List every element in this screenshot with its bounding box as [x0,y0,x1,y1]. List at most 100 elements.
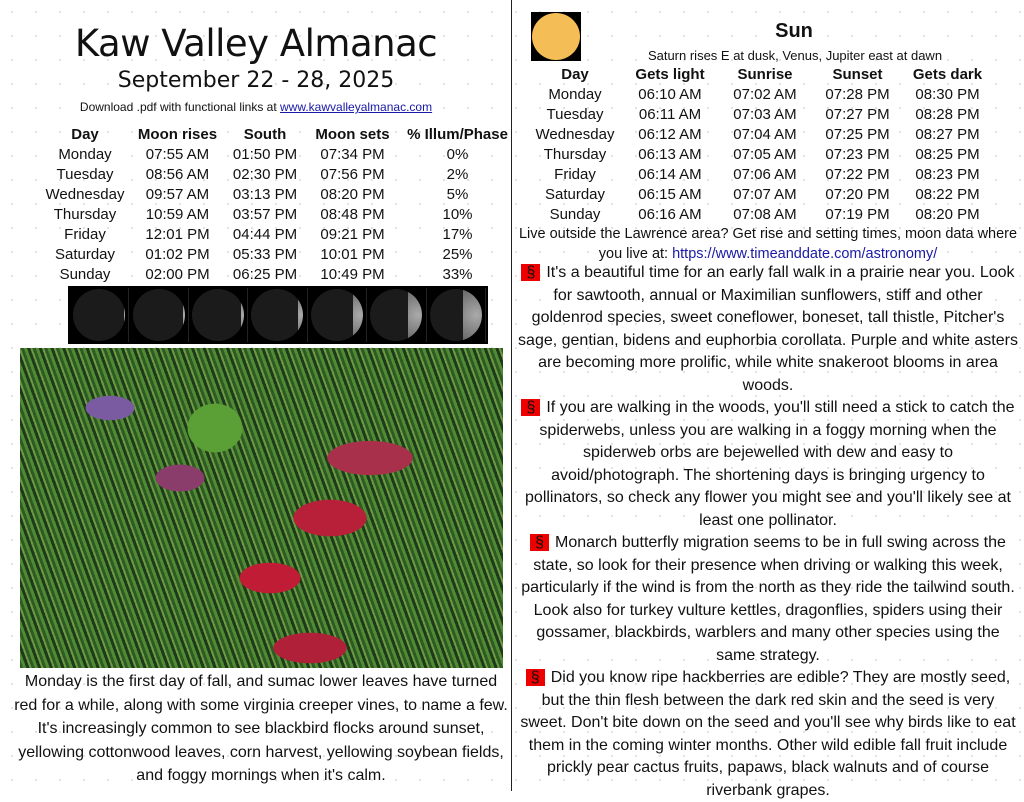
moon-phase-image [70,288,130,342]
note-text: Did you know ripe hackberries are edible… [520,669,1016,799]
moon-phase-strip [68,286,488,344]
table-cell: 10:01 PM [320,245,385,263]
table-cell: 07:25 PM [825,125,890,143]
table-row: Sunday 02:00 PM 06:25 PM 10:49 PM 33% [40,264,515,284]
table-cell: 09:21 PM [320,225,385,243]
table-cell: Monday [548,85,602,103]
table-cell: 03:13 PM [232,185,298,203]
almanac-link[interactable]: www.kawvalleyalmanac.com [280,100,433,114]
table-cell: Sunday [59,265,111,283]
section-marker: § [521,264,541,281]
table-cell: 0% [446,145,469,163]
table-cell: Tuesday [546,105,604,123]
table-row: Saturday 06:15 AM 07:07 AM 07:20 PM 08:22 PM [530,184,990,204]
download-line: Download .pdf with functional links at w… [0,100,512,114]
planet-note: Saturn rises E at dusk, Venus, Jupiter e… [647,48,943,63]
section-marker: § [525,669,545,686]
page-title: Kaw Valley Almanac [74,22,438,65]
table-cell: 07:20 PM [825,185,890,203]
table-cell: Monday [58,145,112,163]
table-cell: 07:03 AM [733,105,797,123]
table-row: Wednesday 09:57 AM 03:13 PM 08:20 PM 5% [40,184,515,204]
table-cell: 02:30 PM [232,165,298,183]
table-cell: 03:57 PM [232,205,298,223]
table-cell: 06:12 AM [638,125,702,143]
column-divider [511,0,512,791]
moon-phase-image [427,288,486,342]
table-cell: Friday [554,165,596,183]
table-cell: 07:02 AM [733,85,797,103]
table-cell: 10:49 PM [320,265,385,283]
table-cell: 08:28 PM [915,105,980,123]
table-cell: Thursday [543,145,607,163]
column-header: Gets dark [912,65,983,83]
table-cell: 06:13 AM [638,145,702,163]
column-header: Day [561,65,589,83]
sumac-photo [20,348,503,668]
download-text: Download .pdf with functional links at [79,100,281,114]
table-cell: 07:55 AM [145,145,210,163]
table-cell: 06:15 AM [638,185,702,203]
note-text: It's a beautiful time for an early fall … [518,264,1018,394]
table-cell: Friday [64,225,106,243]
table-cell: 08:23 PM [915,165,980,183]
table-row: Monday 07:55 AM 01:50 PM 07:34 PM 0% [40,144,515,164]
table-cell: 01:02 PM [145,245,210,263]
table-cell: 09:57 AM [145,185,210,203]
table-cell: Sunday [549,205,601,223]
table-cell: 07:23 PM [825,145,890,163]
note-paragraph: § Monarch butterfly migration seems to be… [518,532,1018,667]
table-cell: 08:27 PM [915,125,980,143]
table-cell: 5% [446,185,469,203]
table-cell: 08:22 PM [915,185,980,203]
table-cell: 07:08 AM [733,205,797,223]
table-cell: 07:34 PM [320,145,385,163]
table-row: Thursday 10:59 AM 03:57 PM 08:48 PM 10% [40,204,515,224]
column-header: Moon rises [137,125,218,143]
table-row: Monday 06:10 AM 07:02 AM 07:28 PM 08:30 PM [530,84,990,104]
table-cell: 06:10 AM [638,85,702,103]
table-cell: 08:20 PM [915,205,980,223]
table-cell: 07:06 AM [733,165,797,183]
moon-phase-image [129,288,189,342]
table-cell: 06:16 AM [638,205,702,223]
moon-phase-image [248,288,308,342]
table-cell: 06:14 AM [638,165,702,183]
moon-phase-image [367,288,427,342]
table-cell: 08:48 PM [320,205,385,223]
table-cell: 06:25 PM [232,265,298,283]
note-text: If you are walking in the woods, you'll … [525,399,1015,529]
location-note: Live outside the Lawrence area? Get rise… [518,224,1018,264]
sun-icon [531,12,581,61]
table-cell: 02:00 PM [145,265,210,283]
table-row: Friday 06:14 AM 07:06 AM 07:22 PM 08:23 PM [530,164,990,184]
table-row: Tuesday 06:11 AM 07:03 AM 07:27 PM 08:28 PM [530,104,990,124]
column-header: Moon sets [315,125,390,143]
table-row: Saturday 01:02 PM 05:33 PM 10:01 PM 25% [40,244,515,264]
moon-phase-image [189,288,249,342]
column-header: % Illum/Phase [407,125,508,143]
table-row: Friday 12:01 PM 04:44 PM 09:21 PM 17% [40,224,515,244]
table-cell: 2% [446,165,469,183]
column-header: Gets light [635,65,705,83]
table-cell: Saturday [544,185,606,203]
photo-caption: Monday is the first day of fall, and sum… [14,673,508,784]
sun-table: Day Gets light Sunrise Sunset Gets dark Monda… [530,64,990,224]
table-cell: Wednesday [535,125,615,143]
table-cell: 17% [442,225,473,243]
column-header: Day [71,125,99,143]
table-cell: 25% [442,245,473,263]
table-row: Tuesday 08:56 AM 02:30 PM 07:56 PM 2% [40,164,515,184]
location-text: Live outside the Lawrence area? Get rise… [518,226,1018,262]
column-header: Sunset [832,65,883,83]
table-cell: 06:11 AM [638,105,702,123]
date-range: September 22 - 28, 2025 [117,68,395,93]
moon-phase-image [308,288,368,342]
table-cell: 01:50 PM [232,145,298,163]
timeanddate-link[interactable]: https://www.timeanddate.com/astronomy/ [672,246,938,262]
table-cell: 05:33 PM [232,245,298,263]
table-cell: 07:07 AM [733,185,797,203]
table-cell: 04:44 PM [232,225,298,243]
table-cell: 08:25 PM [915,145,980,163]
table-cell: 08:56 AM [145,165,210,183]
